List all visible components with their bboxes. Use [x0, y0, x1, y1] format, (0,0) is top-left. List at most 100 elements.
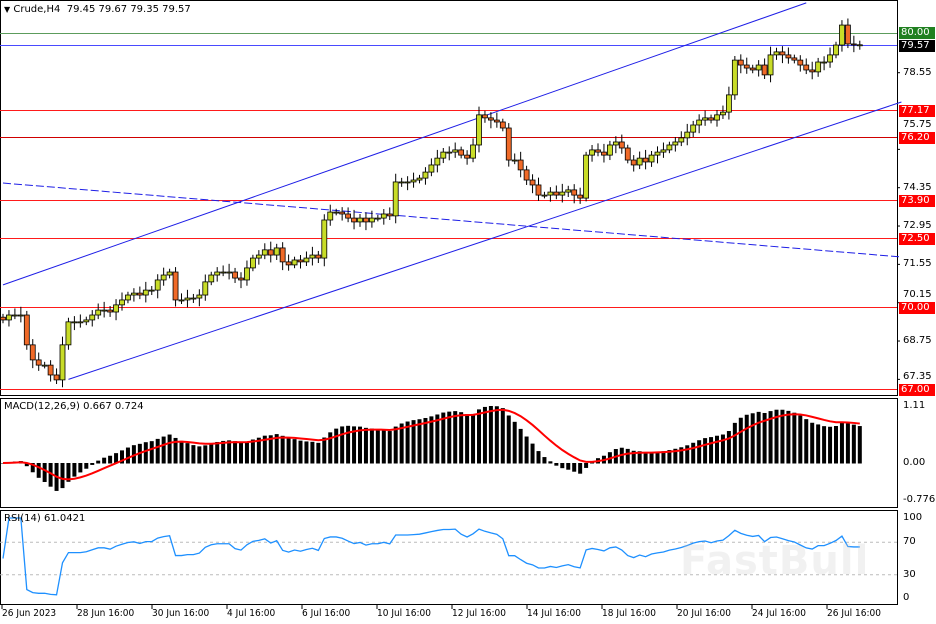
dashed-trendline: [2, 182, 902, 258]
macd-bar: [423, 418, 428, 464]
time-axis-label: 24 Jul 16:00: [752, 608, 806, 619]
price-tag: 76.20: [899, 132, 935, 144]
macd-bar: [292, 439, 297, 464]
candle-body: [333, 211, 340, 214]
candle-body: [255, 254, 262, 259]
macd-bar: [268, 435, 273, 464]
candle-body: [529, 179, 536, 186]
candle-body: [261, 249, 268, 256]
candle-body: [708, 117, 714, 121]
candle-body: [196, 294, 203, 299]
candle-body: [565, 189, 572, 193]
candle-body: [428, 164, 435, 173]
macd-bar: [405, 421, 410, 464]
rsi-axis-label: 70: [903, 536, 916, 548]
macd-bar: [149, 441, 154, 464]
rsi-label: RSI(14) 61.0421: [4, 513, 86, 524]
candle-body: [166, 271, 173, 276]
macd-bar: [256, 437, 261, 464]
macd-bar: [649, 452, 654, 464]
macd-bar: [381, 429, 386, 464]
candle-body: [226, 271, 233, 274]
candle-body: [35, 359, 42, 366]
macd-axis-label: 0.00: [903, 457, 926, 468]
macd-bar: [310, 441, 315, 464]
macd-bar: [756, 411, 761, 464]
macd-bar: [155, 438, 160, 464]
candle-body: [702, 117, 708, 121]
macd-bar: [167, 434, 172, 464]
macd-bar: [798, 415, 803, 464]
macd-bar: [709, 437, 714, 464]
candle-body: [440, 151, 447, 159]
macd-bar: [334, 428, 339, 464]
candle-body: [636, 157, 643, 166]
candle-body: [11, 314, 18, 317]
candle-body: [517, 159, 524, 171]
candle-body: [726, 94, 732, 113]
macd-bar: [30, 463, 35, 473]
candle-body: [809, 69, 816, 73]
macd-bar: [203, 445, 208, 464]
macd-bar: [346, 425, 351, 464]
macd-bar: [120, 450, 124, 464]
macd-bar: [369, 428, 374, 464]
macd-panel-border: [0, 398, 898, 508]
candle-body: [434, 157, 441, 166]
main-panel-border: [0, 0, 898, 396]
candle-body: [720, 111, 726, 116]
time-axis-label: 26 Jul 16:00: [827, 608, 881, 619]
candle-body: [368, 217, 375, 223]
macd-label: MACD(12,26,9) 0.667 0.724: [4, 401, 144, 412]
candle-body: [666, 144, 673, 151]
macd-bar: [536, 451, 541, 464]
price-tag: 79.57: [899, 40, 935, 52]
macd-bar: [161, 436, 166, 464]
candle-body: [856, 44, 863, 47]
candle-body: [761, 64, 768, 76]
candle-body: [119, 299, 125, 306]
macd-bar: [816, 424, 821, 464]
macd-bar: [185, 443, 190, 464]
candle-body: [630, 159, 637, 166]
candle-body: [785, 54, 792, 59]
candle-body: [684, 131, 691, 139]
candle-body: [125, 294, 131, 301]
candle-body: [690, 124, 697, 133]
candle-body: [232, 271, 238, 279]
candle-body: [743, 64, 750, 69]
price-axis-label: 67.35: [903, 371, 932, 382]
macd-bar: [411, 420, 416, 464]
macd-bar: [667, 450, 672, 464]
dropdown-triangle-icon[interactable]: ▼: [4, 5, 11, 14]
candle-body: [749, 67, 756, 71]
price-tag: 73.90: [899, 195, 935, 207]
candle-body: [315, 254, 322, 259]
macd-axis-label: -0.776: [903, 494, 936, 505]
macd-bar: [375, 429, 380, 464]
macd-bar: [108, 455, 113, 464]
candle-body: [648, 154, 655, 163]
macd-bar: [316, 442, 321, 464]
candle-body: [815, 61, 822, 73]
macd-bar: [459, 412, 464, 464]
macd-bar: [179, 440, 184, 464]
macd-bar: [48, 463, 53, 487]
macd-bar: [197, 446, 202, 464]
macd-bar: [96, 460, 101, 464]
candle-body: [547, 191, 554, 196]
macd-bar: [488, 406, 493, 464]
candle-body: [321, 219, 328, 259]
candle-body: [392, 181, 399, 217]
macd-bar: [60, 463, 65, 489]
candle-body: [797, 59, 804, 66]
candle-body: [208, 274, 215, 283]
candle-body: [380, 213, 387, 219]
candle-body: [553, 191, 560, 196]
macd-axis-label: 1.11: [903, 400, 926, 411]
candle-body: [833, 44, 839, 56]
price-axis-label: 71.55: [903, 258, 932, 269]
candle-body: [767, 54, 774, 76]
macd-bar: [691, 442, 696, 464]
